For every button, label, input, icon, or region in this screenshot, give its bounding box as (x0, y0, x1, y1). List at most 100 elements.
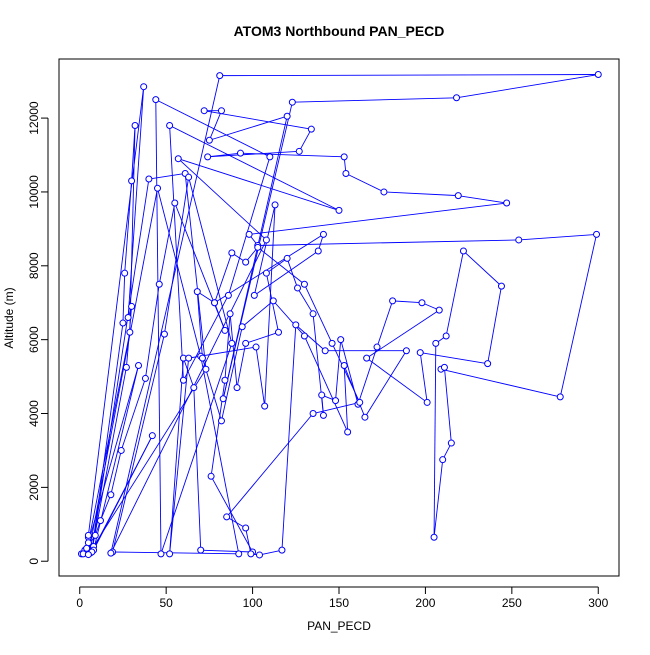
y-tick-label: 2000 (27, 474, 41, 501)
data-point (83, 544, 91, 552)
data-point (309, 310, 317, 318)
series-segment (292, 97, 457, 103)
data-point (211, 299, 219, 307)
data-point (107, 549, 115, 557)
series-segment (559, 234, 597, 397)
series-segment (155, 99, 271, 158)
data-point (319, 411, 327, 419)
data-point (235, 550, 243, 558)
series-segment (196, 291, 203, 359)
series-segment (456, 74, 599, 99)
data-point (363, 354, 371, 362)
data-point (197, 546, 205, 554)
data-point (442, 332, 450, 340)
x-axis-label: PAN_PECD (307, 619, 371, 633)
y-tick-label: 12000 (27, 101, 41, 135)
series-segment (297, 287, 314, 315)
data-point (262, 236, 270, 244)
data-point (207, 472, 215, 480)
series-segment (443, 367, 452, 444)
series-segment (158, 202, 176, 285)
series-segment (254, 250, 319, 296)
data-point (269, 297, 277, 305)
data-point (238, 323, 246, 331)
data-point (119, 319, 127, 327)
data-point (337, 336, 345, 344)
data-point (307, 125, 315, 133)
data-point (309, 410, 317, 418)
data-point (283, 254, 291, 262)
series-segment (200, 356, 240, 554)
series-segment (364, 350, 407, 418)
data-point (160, 330, 168, 338)
y-axis-label: Altitude (m) (2, 287, 16, 348)
data-point (402, 347, 410, 355)
data-point (204, 153, 212, 161)
data-point (245, 230, 253, 238)
data-point (418, 299, 426, 307)
data-point (435, 306, 443, 314)
data-point (198, 354, 206, 362)
data-point (122, 363, 130, 371)
data-point (233, 384, 241, 392)
data-point (453, 94, 461, 102)
data-point (148, 432, 156, 440)
data-point (389, 297, 397, 305)
series-segment (221, 326, 243, 421)
data-point (228, 249, 236, 257)
series-lines (81, 74, 599, 556)
series-segment (240, 152, 345, 158)
data-point (430, 533, 438, 541)
x-tick-label: 150 (329, 596, 349, 610)
data-point (318, 391, 326, 399)
series-segment (463, 250, 502, 287)
data-point (217, 417, 225, 425)
data-point (288, 98, 296, 106)
data-point (155, 280, 163, 288)
series-segment (110, 450, 122, 495)
series-segment (120, 378, 146, 451)
data-point (221, 326, 229, 334)
series-segment (245, 527, 252, 554)
data-point (91, 531, 99, 539)
data-point (185, 354, 193, 362)
data-point (454, 192, 462, 200)
data-point (140, 83, 148, 91)
series-segment (226, 516, 246, 529)
data-point (439, 456, 447, 464)
series-segment (433, 459, 444, 538)
series-segment (112, 334, 165, 553)
series-segment (214, 252, 233, 303)
data-point (335, 206, 343, 214)
series-segment (264, 204, 276, 407)
data-point (202, 365, 210, 373)
series-segment (420, 352, 488, 365)
data-point (294, 284, 302, 292)
series-segment (392, 300, 422, 304)
data-point (344, 428, 352, 436)
data-point (275, 328, 283, 336)
data-point (423, 398, 431, 406)
data-point (254, 243, 262, 251)
series-segment (87, 365, 139, 543)
data-point (190, 384, 198, 392)
series-segment (169, 125, 184, 381)
series-segment (249, 202, 507, 235)
series-segment (183, 295, 229, 381)
series-segment (174, 202, 226, 331)
series-segment (214, 234, 324, 304)
axes: 0 50 100 150 200 250 300 0 2000 4000 6000 8000 10000… (27, 101, 609, 610)
series-segment (210, 476, 253, 553)
data-point (179, 376, 187, 384)
series-segment (272, 300, 305, 337)
series-segment (91, 178, 150, 553)
series-segment (207, 152, 241, 158)
data-point (266, 153, 274, 161)
series-segment (110, 239, 267, 554)
series-segment (183, 357, 195, 388)
data-point (128, 177, 136, 185)
data-point (152, 96, 160, 104)
data-point (128, 302, 136, 310)
data-point (124, 314, 132, 321)
